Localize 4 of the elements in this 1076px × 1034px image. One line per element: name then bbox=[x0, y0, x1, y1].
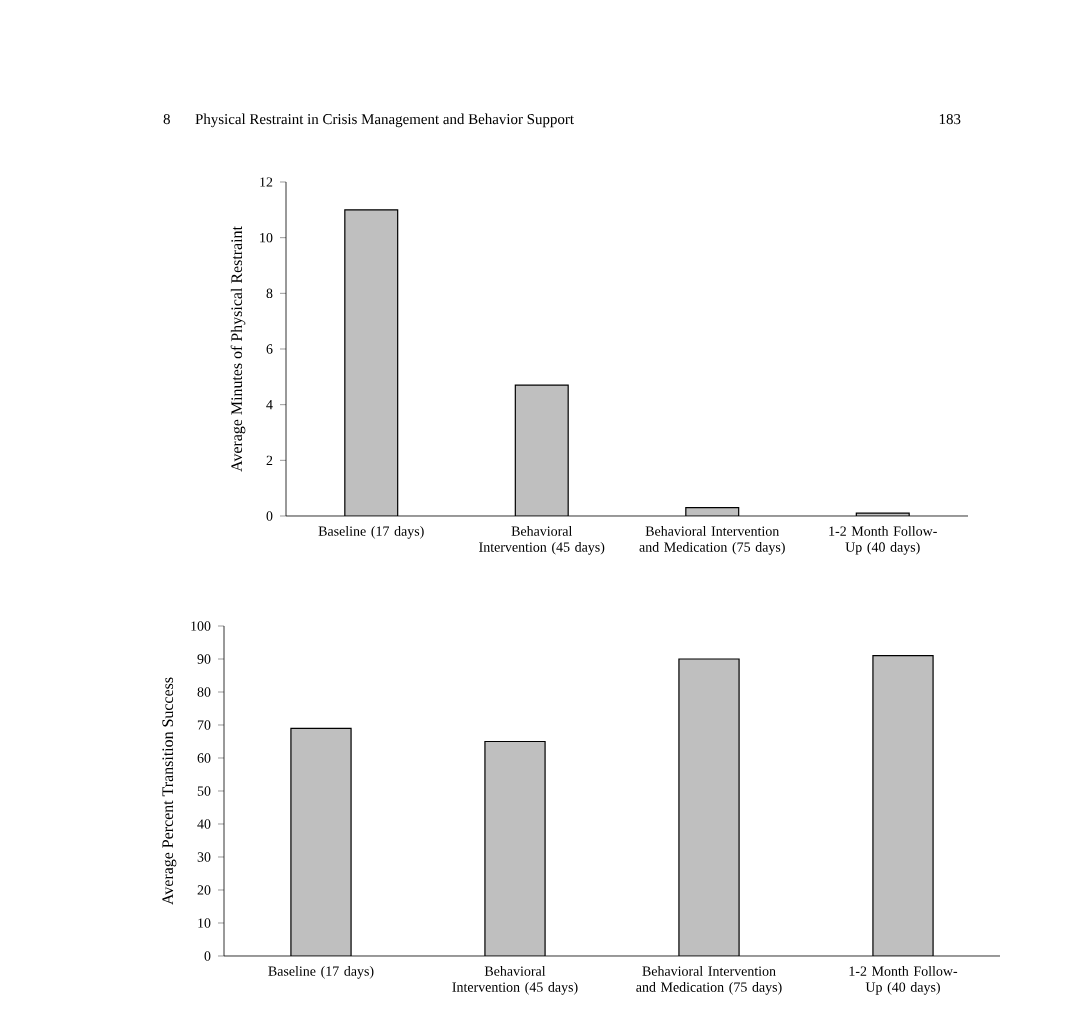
bar bbox=[290, 728, 352, 956]
bar bbox=[678, 659, 740, 956]
bar bbox=[484, 741, 546, 956]
bar bbox=[872, 655, 934, 956]
